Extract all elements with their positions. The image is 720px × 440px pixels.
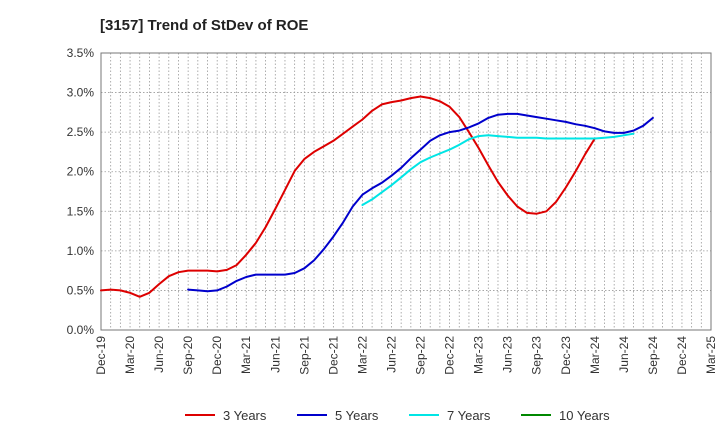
legend-label: 7 Years — [447, 408, 491, 423]
legend-label: 5 Years — [335, 408, 379, 423]
x-tick-label: Sep-24 — [646, 336, 660, 375]
series-layer — [100, 95, 654, 298]
y-tick-label: 3.0% — [67, 86, 95, 100]
x-tick-label: Sep-21 — [297, 336, 311, 375]
x-tick-label: Dec-19 — [94, 336, 108, 375]
legend-label: 3 Years — [223, 408, 267, 423]
y-tick-label: 1.0% — [67, 244, 95, 258]
x-tick-label: Dec-20 — [210, 336, 224, 375]
x-tick-label: Dec-23 — [559, 336, 573, 375]
x-tick-label: Jun-21 — [268, 336, 282, 373]
y-tick-label: 2.5% — [67, 125, 95, 139]
x-tick-label: Jun-20 — [152, 336, 166, 373]
x-tick-label: Dec-22 — [443, 336, 457, 375]
x-tick-label: Jun-24 — [617, 336, 631, 373]
x-tick-label: Sep-22 — [414, 336, 428, 375]
x-tick-label: Dec-24 — [675, 336, 689, 375]
x-tick-label: Sep-20 — [181, 336, 195, 375]
x-tick-label: Jun-22 — [384, 336, 398, 373]
x-tick-label: Dec-21 — [326, 336, 340, 375]
series-line-5-years — [187, 112, 654, 293]
legend: 3 Years 5 Years 7 Years 10 Years — [185, 408, 610, 423]
x-axis-tick-labels: Dec-19 Mar-20 Jun-20 Sep-20 Dec-20 Mar-21 Jun-… — [94, 336, 718, 375]
x-tick-label: Mar-22 — [355, 336, 369, 374]
y-tick-label: 1.5% — [67, 204, 95, 218]
y-axis-tick-labels: 0.0% 0.5% 1.0% 1.5% 2.0% 2.5% 3.0% 3.5% — [67, 46, 95, 337]
legend-label: 10 Years — [559, 408, 610, 423]
plot-frame — [100, 52, 712, 331]
y-tick-label: 0.5% — [67, 283, 95, 297]
x-tick-label: Mar-20 — [123, 336, 137, 374]
y-tick-label: 0.0% — [67, 323, 95, 337]
plot-background — [101, 53, 711, 330]
x-tick-label: Sep-23 — [530, 336, 544, 375]
plot-area — [100, 52, 712, 331]
x-tick-label: Jun-23 — [501, 336, 515, 373]
y-tick-label: 2.0% — [67, 165, 95, 179]
x-tick-label: Mar-23 — [472, 336, 486, 374]
chart-title: [3157] Trend of StDev of ROE — [100, 17, 308, 34]
y-tick-label: 3.5% — [67, 46, 95, 60]
x-tick-label: Mar-21 — [239, 336, 253, 374]
x-tick-label: Mar-25 — [704, 336, 718, 374]
series-line-7-years — [361, 132, 635, 206]
x-tick-label: Mar-24 — [588, 336, 602, 374]
series-line-3-years — [100, 95, 596, 298]
